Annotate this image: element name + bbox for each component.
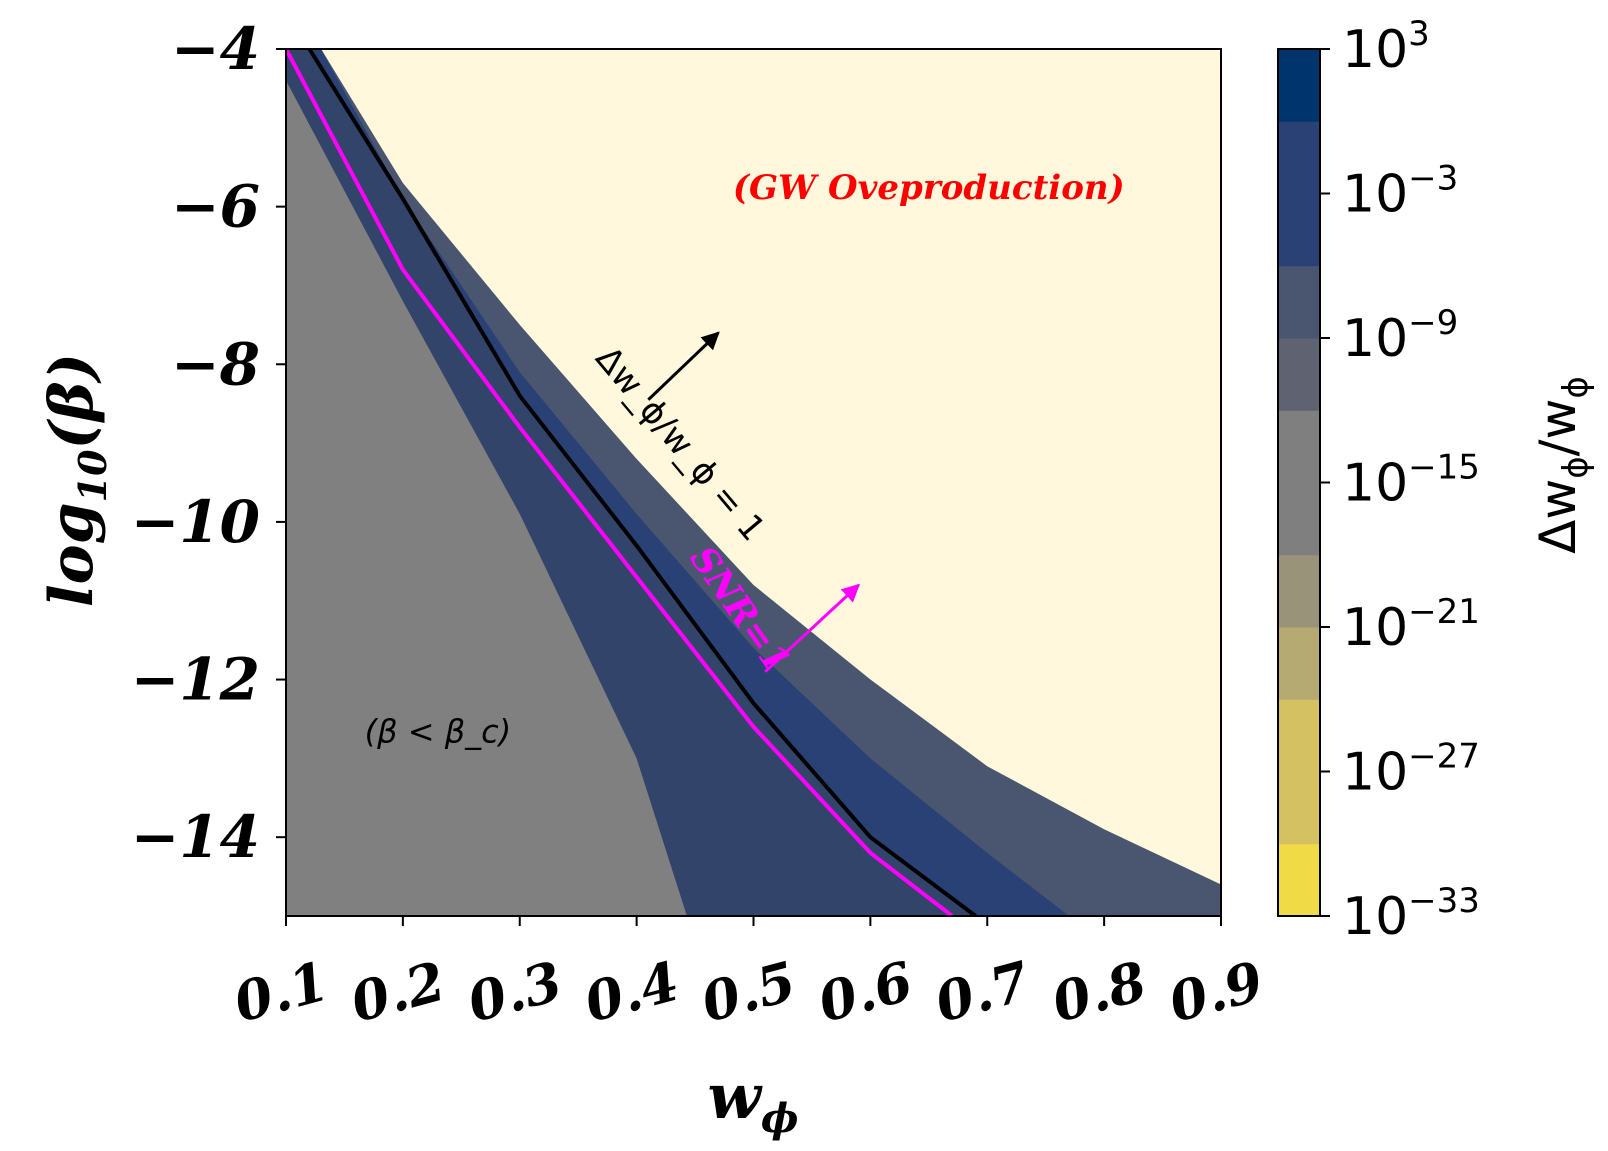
- colorbar-tick-label: 10−33: [1342, 881, 1480, 947]
- colorbar-band: [1278, 699, 1320, 772]
- colorbar-band: [1278, 193, 1320, 267]
- plot-area: [286, 49, 1221, 916]
- snr-arrow: [764, 583, 861, 673]
- y-tick-label: −14: [131, 803, 260, 871]
- y-tick-label: −12: [131, 646, 260, 714]
- x-tick-label: 0.5: [695, 949, 802, 1035]
- colorbar-band: [1278, 338, 1320, 411]
- x-tick-label: 0.9: [1162, 949, 1269, 1035]
- x-tick-label: 0.2: [344, 949, 451, 1035]
- colorbar-band: [1278, 554, 1320, 628]
- colorbar-band: [1278, 121, 1320, 194]
- y-axis-ticks: −4 −6 −8 −10 −12 −14: [131, 15, 286, 871]
- y-tick-label: −6: [171, 173, 260, 241]
- colorbar-band: [1278, 843, 1320, 917]
- x-axis-ticks: 0.1 0.2 0.3 0.4 0.5 0.6 0.7 0.8 0.9: [227, 916, 1270, 1035]
- x-tick-label: 0.4: [578, 949, 685, 1035]
- colorbar-band: [1278, 265, 1320, 339]
- colorbar-label: Δwϕ/wϕ: [1529, 376, 1596, 554]
- colorbar-band: [1278, 482, 1320, 556]
- snr-contour-line: [286, 49, 954, 916]
- x-tick-label: 0.1: [227, 949, 334, 1035]
- dw-contour-line: [307, 49, 977, 916]
- colorbar-band: [1278, 49, 1320, 122]
- colorbar-tick-label: 10−21: [1342, 592, 1480, 658]
- y-tick-label: −10: [131, 488, 260, 556]
- dw-arrow: [647, 331, 720, 401]
- beta-c-label: (β < β_c): [365, 713, 512, 751]
- colorbar-tick-label: 10−27: [1342, 737, 1480, 803]
- y-tick-label: −8: [171, 330, 260, 398]
- y-tick-label: −4: [171, 15, 260, 83]
- colorbar-tick-label: 10−15: [1342, 448, 1480, 514]
- x-tick-label: 0.8: [1046, 949, 1153, 1035]
- colorbar-tick-label: 10−3: [1342, 159, 1458, 225]
- x-tick-label: 0.7: [929, 949, 1036, 1035]
- colorbar-band: [1278, 771, 1320, 845]
- colorbar: 103 10−3 10−9 10−15 10−21 10−27 10−33: [1277, 14, 1480, 947]
- gw-overproduction-label: (GW Oveproduction): [733, 168, 1125, 208]
- y-axis-label: log10(β): [37, 353, 115, 607]
- x-tick-label: 0.3: [461, 949, 568, 1035]
- colorbar-band: [1278, 410, 1320, 483]
- colorbar-band: [1278, 627, 1320, 700]
- beta-c-region: [286, 49, 687, 916]
- colorbar-tick-label: 10−9: [1342, 303, 1458, 369]
- x-axis-label: wϕ: [707, 1060, 798, 1142]
- colorbar-tick-label: 103: [1342, 14, 1430, 80]
- x-tick-label: 0.6: [812, 949, 919, 1035]
